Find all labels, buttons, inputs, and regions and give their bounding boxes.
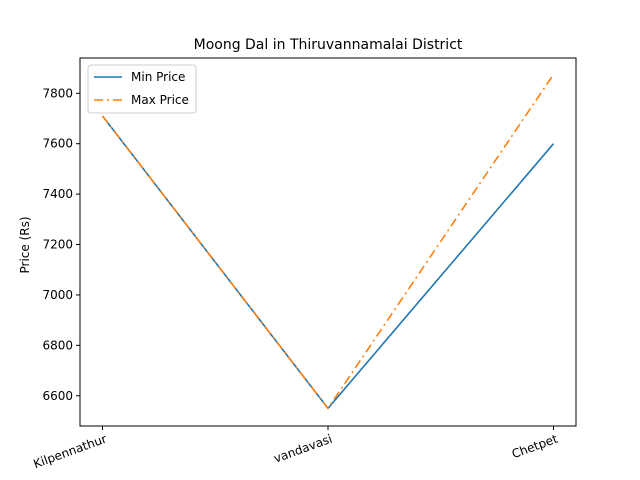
- y-axis-ticks: 6600 6800 7000 7200 7400 7600 7800: [42, 86, 80, 403]
- y-tick-label: 6600: [42, 389, 73, 403]
- chart-title: Moong Dal in Thiruvannamalai District: [194, 37, 463, 53]
- y-tick-label: 7400: [42, 187, 73, 201]
- y-tick-label: 7200: [42, 238, 73, 252]
- series-line-min-price: [101, 115, 555, 410]
- x-axis-ticks: Kilpennathur vandavasi Chetpet: [31, 426, 560, 471]
- y-axis-label: Price (Rs): [18, 216, 32, 273]
- x-tick-label: Kilpennathur: [31, 432, 108, 471]
- legend-label-max-price: Max Price: [131, 93, 189, 107]
- series-layer: [101, 73, 555, 410]
- y-tick-label: 6800: [42, 338, 73, 352]
- y-tick-label: 7600: [42, 137, 73, 151]
- x-tick-label: vandavasi: [272, 432, 334, 466]
- y-tick-label: 7800: [42, 86, 73, 100]
- y-tick-label: 7000: [42, 288, 73, 302]
- x-tick-label: Chetpet: [510, 432, 560, 462]
- plot-area-frame: [79, 57, 577, 427]
- series-line-max-price: [101, 73, 555, 410]
- legend-label-min-price: Min Price: [131, 70, 185, 84]
- legend: Min Price Max Price: [87, 64, 197, 114]
